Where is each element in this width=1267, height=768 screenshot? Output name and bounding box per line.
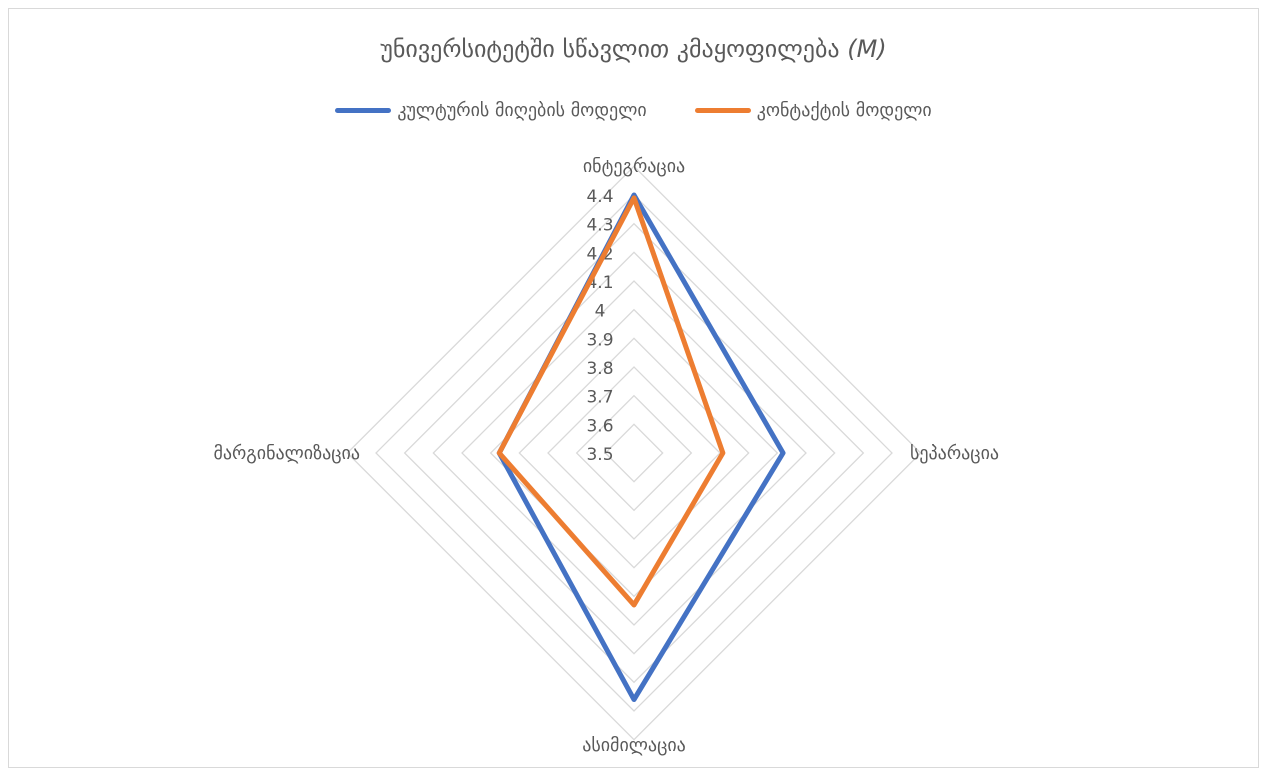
radar-tick-label: 3.6 — [586, 416, 613, 436]
radar-grid-ring — [547, 366, 721, 540]
radar-grid-ring — [432, 251, 836, 655]
radar-grid-ring — [375, 194, 893, 712]
legend: კულტურის მიღების მოდელი კონტაქტის მოდელი — [0, 100, 1267, 121]
radar-tick-label: 4.4 — [586, 187, 613, 207]
radar-grid-ring — [346, 165, 922, 741]
radar-grid-ring — [575, 394, 693, 512]
radar-category-label: მარგინალიზაცია — [213, 443, 360, 464]
legend-item-acculturation[interactable]: კულტურის მიღების მოდელი — [335, 100, 647, 121]
radar-category-label: ინტეგრაცია — [583, 156, 685, 177]
legend-swatch-contact — [694, 108, 751, 113]
chart-frame — [8, 8, 1259, 768]
radar-grid-ring — [604, 423, 664, 483]
radar-grid-ring — [403, 222, 865, 684]
legend-swatch-acculturation — [335, 108, 392, 113]
radar-tick-label: 4 — [595, 302, 606, 322]
radar-tick-label: 3.7 — [586, 388, 613, 408]
radar-category-label: სეპარაცია — [910, 443, 999, 464]
radar-series-line[interactable] — [496, 195, 726, 608]
radar-tick-label: 3.9 — [586, 330, 613, 350]
radar-category-label: ასიმილაცია — [582, 735, 686, 756]
chart-title-italic: (M) — [847, 35, 887, 63]
radar-grid-ring — [489, 308, 779, 598]
legend-item-contact[interactable]: კონტაქტის მოდელი — [694, 100, 932, 121]
radar-series-line[interactable] — [496, 192, 786, 703]
radar-tick-label: 3.5 — [586, 445, 613, 465]
legend-label-contact: კონტაქტის მოდელი — [756, 100, 932, 121]
radar-tick-label: 3.8 — [586, 359, 613, 379]
chart-title-main: უნივერსიტეტში სწავლით კმაყოფილება — [380, 35, 840, 63]
radar-grid-ring — [518, 337, 750, 569]
legend-label-acculturation: კულტურის მიღების მოდელი — [397, 100, 647, 121]
radar-tick-label: 4.3 — [586, 216, 613, 236]
radar-grid-ring — [461, 280, 807, 626]
chart-title: უნივერსიტეტში სწავლით კმაყოფილება (M) — [0, 35, 1267, 63]
